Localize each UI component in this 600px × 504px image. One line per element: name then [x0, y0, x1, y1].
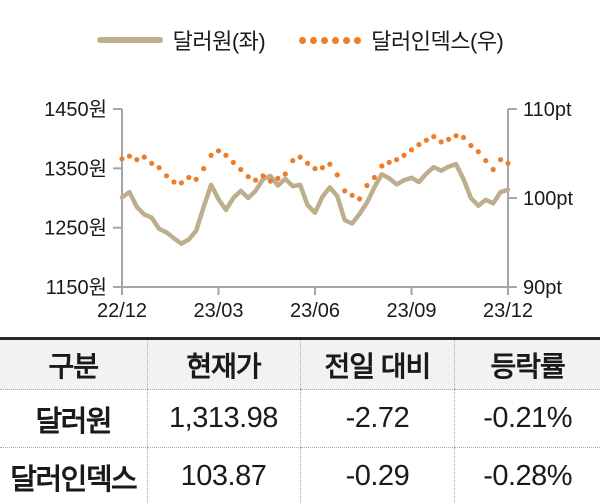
svg-text:23/03: 23/03: [193, 300, 243, 322]
table-header-row: 구분 현재가 전일 대비 등락률: [0, 338, 600, 390]
legend-item-dollar-index: 달러인덱스(우): [299, 24, 504, 56]
dollar-won-change: -2.72: [299, 389, 455, 448]
legend-item-dollar-won: 달러원(좌): [96, 24, 266, 56]
chart-legend: 달러원(좌) 달러인덱스(우): [0, 24, 600, 56]
header-current-price: 현재가: [146, 338, 300, 390]
svg-text:22/12: 22/12: [97, 300, 147, 322]
svg-text:1250원: 1250원: [44, 217, 107, 240]
header-category: 구분: [0, 338, 147, 390]
svg-text:110pt: 110pt: [523, 99, 572, 121]
svg-text:1350원: 1350원: [44, 157, 107, 180]
dollar-won-line-swatch: [96, 37, 163, 43]
svg-text:23/06: 23/06: [290, 300, 340, 322]
legend-label-dollar-won: 달러원(좌): [172, 29, 266, 54]
svg-text:23/12: 23/12: [483, 300, 533, 322]
row-label-dollar-index: 달러인덱스: [0, 447, 147, 504]
table-row-dollar-index: 달러인덱스 103.87 -0.29 -0.28%: [0, 447, 600, 504]
svg-text:1450원: 1450원: [44, 98, 107, 121]
quote-table: 구분 현재가 전일 대비 등락률 달러원 1,313.98 -2.72 -0.2…: [0, 337, 600, 504]
row-label-dollar-won: 달러원: [0, 389, 147, 448]
svg-text:100pt: 100pt: [523, 188, 573, 210]
fx-chart-section: 달러원(좌) 달러인덱스(우) 1450원 1350원 1250원 1150원 110p…: [0, 24, 600, 322]
dollar-index-price: 103.87: [146, 447, 300, 504]
dollar-won-price: 1,313.98: [146, 389, 300, 448]
header-change-rate: 등락률: [454, 338, 600, 390]
svg-text:1150원: 1150원: [46, 276, 107, 299]
dollar-index-change: -0.29: [299, 447, 455, 504]
header-day-change: 전일 대비: [299, 338, 455, 390]
line-chart: 1450원 1350원 1250원 1150원 110pt 100pt 90pt 22/12 2…: [44, 98, 573, 322]
dollar-won-rate: -0.21%: [454, 389, 600, 448]
dollar-index-dots-swatch: [299, 36, 362, 44]
svg-text:90pt: 90pt: [523, 277, 562, 299]
svg-text:23/09: 23/09: [386, 300, 436, 322]
table-row-dollar-won: 달러원 1,313.98 -2.72 -0.21%: [0, 389, 600, 448]
legend-label-dollar-index: 달러인덱스(우): [371, 29, 504, 54]
dollar-index-rate: -0.28%: [454, 447, 600, 504]
